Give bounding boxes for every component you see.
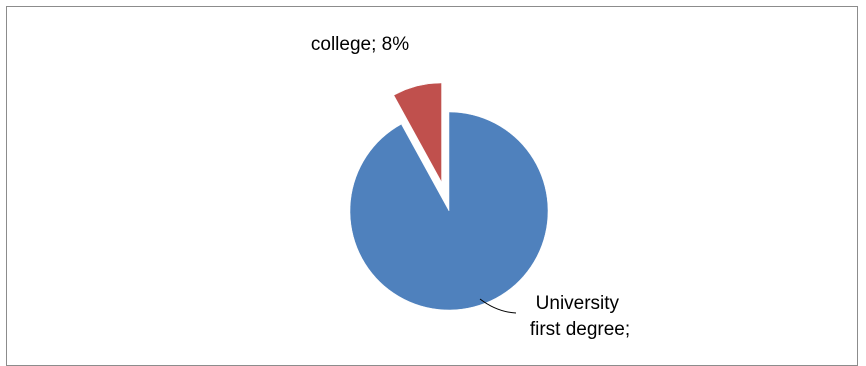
data-label-college: college; 8% <box>311 34 409 55</box>
leader-line-university <box>479 298 517 314</box>
data-label-university: University first degree; <box>530 293 630 340</box>
pie-slices <box>349 82 549 311</box>
pie-slice-university-first-degree <box>349 111 549 311</box>
pie-chart: college; 8% University first degree; <box>311 34 630 340</box>
pie-slice-college <box>393 82 442 183</box>
